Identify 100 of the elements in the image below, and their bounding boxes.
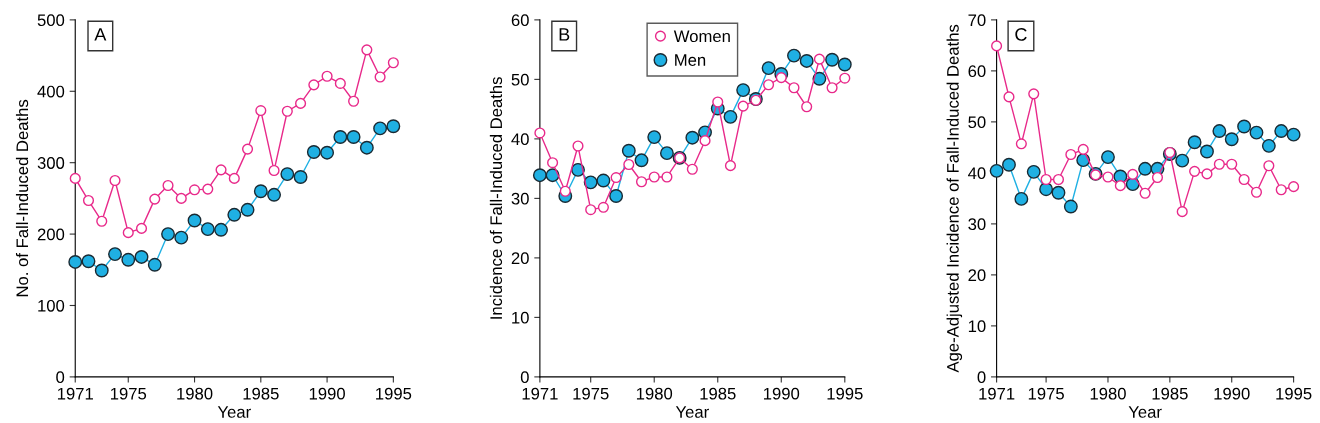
point [321, 70, 333, 82]
point [109, 174, 121, 187]
point [559, 185, 571, 197]
point [1175, 153, 1190, 168]
y-tick-label: 60 [511, 14, 529, 27]
y-tick-label: 300 [37, 157, 65, 169]
x-axis-title: Year [675, 406, 709, 418]
point [1015, 138, 1027, 150]
point [268, 164, 280, 177]
point [1263, 160, 1275, 172]
point [1249, 125, 1264, 140]
x-tick-label: 1985 [1152, 387, 1188, 400]
point [215, 164, 227, 176]
y-tick-label: 0 [56, 371, 65, 384]
point [1003, 91, 1015, 103]
y-tick-label: 100 [38, 299, 65, 312]
annotation: A [94, 28, 107, 41]
point [534, 127, 546, 139]
point [989, 163, 1004, 178]
point [1261, 138, 1276, 153]
point [334, 77, 346, 89]
point [188, 184, 201, 196]
point [1213, 158, 1225, 170]
point [1224, 132, 1239, 147]
point [699, 135, 711, 147]
point [1102, 171, 1114, 183]
annotation: B [559, 28, 570, 41]
x-tick-label: 1985 [243, 387, 279, 400]
point [1212, 124, 1227, 139]
y-tick-label: 50 [968, 116, 986, 129]
point [359, 140, 374, 155]
point [1014, 191, 1029, 206]
point [1040, 173, 1052, 186]
y-axis-title: Incidence of Fall-Induced Deaths [489, 77, 503, 319]
point [94, 263, 109, 278]
point [737, 100, 749, 112]
point [596, 173, 611, 188]
point [147, 257, 162, 272]
point [761, 61, 776, 76]
point [373, 121, 388, 136]
x-axis-title: Year [1128, 406, 1162, 418]
y-tick-label: 200 [37, 228, 65, 241]
point [799, 53, 814, 68]
point [134, 249, 149, 264]
x-tick-label: 1971 [979, 387, 1015, 400]
point [623, 158, 635, 171]
point [597, 201, 609, 213]
point [253, 184, 268, 199]
y-tick-label: 60 [968, 65, 986, 78]
point [1200, 144, 1214, 159]
x-tick-label: 1980 [636, 387, 673, 400]
point [648, 171, 660, 183]
point [81, 254, 96, 269]
point [280, 167, 295, 182]
point [1051, 185, 1066, 200]
point [135, 222, 148, 234]
point [763, 79, 775, 91]
point [346, 130, 361, 144]
point [1139, 187, 1151, 199]
point [1201, 168, 1213, 180]
point [122, 227, 134, 239]
x-tick-label: 1971 [57, 387, 93, 400]
point [1026, 164, 1041, 179]
point [308, 79, 320, 91]
x-axis-title: Year [217, 406, 251, 418]
point [214, 222, 228, 237]
point [227, 207, 242, 222]
y-tick-label: 40 [968, 167, 986, 180]
y-tick-label: 50 [511, 73, 529, 86]
point [108, 247, 122, 262]
point [635, 176, 648, 188]
point [174, 230, 189, 245]
y-tick-label: 70 [968, 14, 986, 27]
point [1286, 127, 1301, 142]
y-tick-label: 10 [512, 311, 529, 324]
point [610, 172, 622, 184]
point [1237, 119, 1252, 134]
y-tick-label: 0 [520, 371, 529, 384]
point [1101, 150, 1115, 165]
point [267, 187, 282, 202]
point [724, 160, 737, 172]
point [723, 109, 738, 124]
x-tick-label: 1995 [1276, 387, 1312, 400]
point [1238, 173, 1250, 186]
point [1114, 180, 1126, 192]
point [532, 168, 547, 183]
point [1189, 165, 1201, 177]
point [775, 72, 787, 84]
y-tick-label: 400 [37, 85, 65, 98]
point [306, 145, 321, 159]
point [1176, 206, 1188, 218]
point [661, 171, 673, 183]
point [200, 222, 215, 237]
x-tick-label: 1975 [110, 387, 147, 400]
point [240, 202, 255, 217]
point [1077, 143, 1089, 155]
point [202, 183, 214, 195]
point [787, 48, 801, 63]
y-tick-label: 40 [511, 133, 529, 146]
point [826, 82, 838, 94]
